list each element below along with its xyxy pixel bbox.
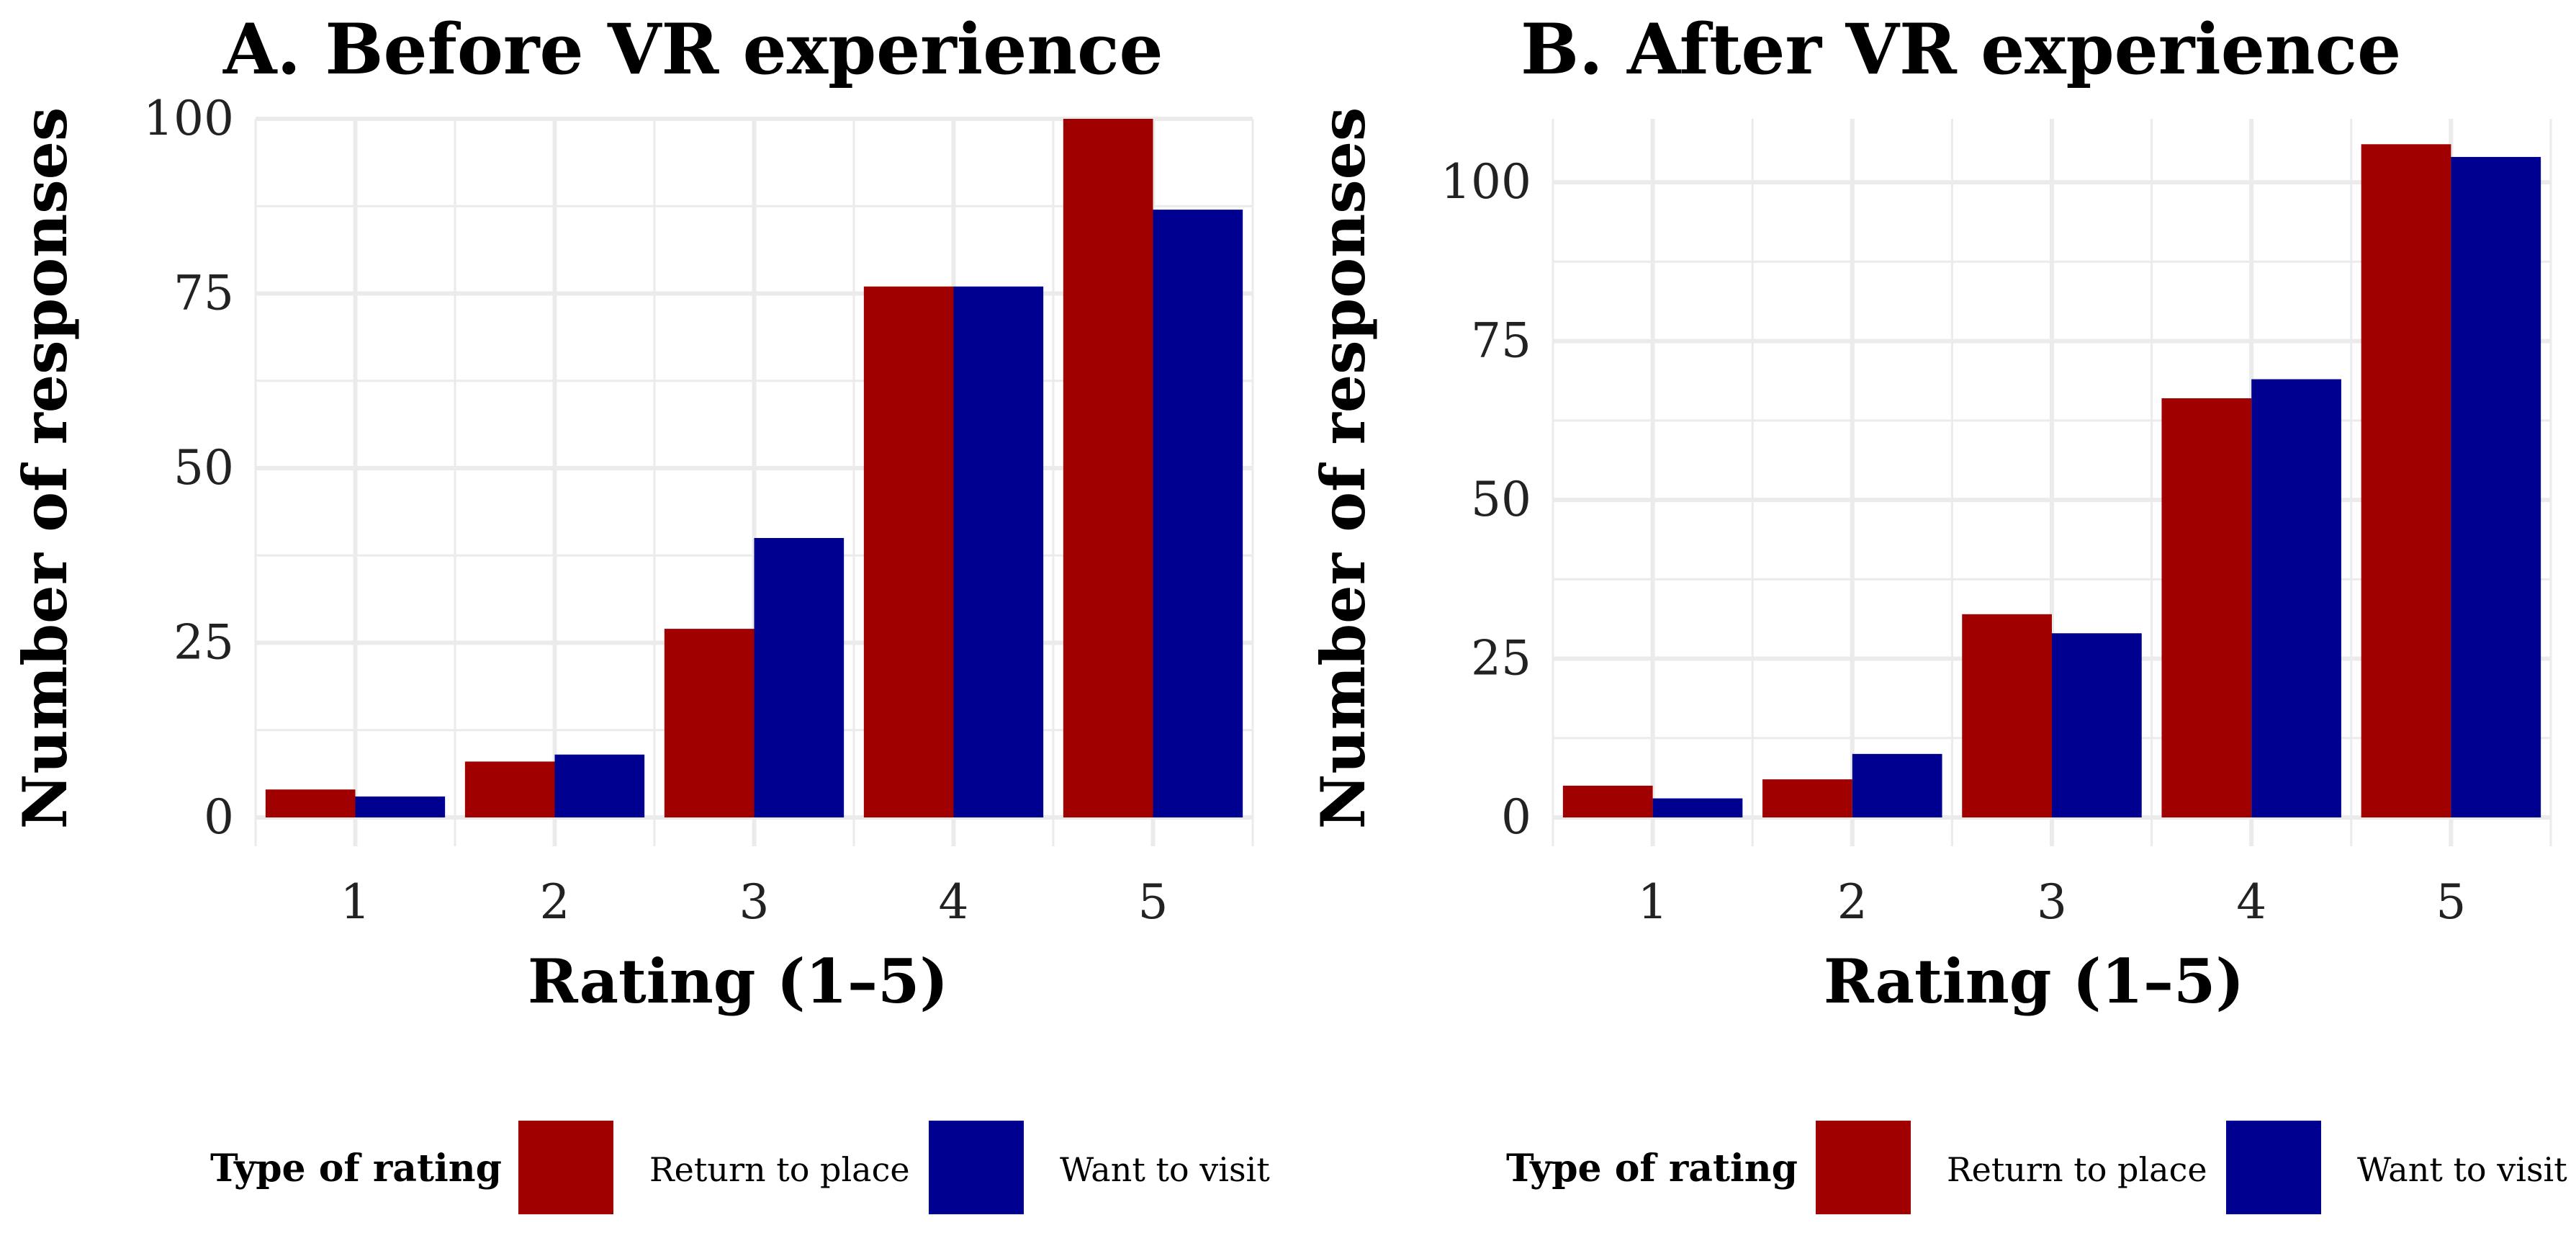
legend-swatch-visit-before: [929, 1121, 1024, 1214]
bar-after-return-2: [1762, 779, 1852, 817]
legend-label-visit-before: Want to visit: [1060, 1150, 1270, 1189]
y-tick-label-after: 50: [1471, 472, 1531, 527]
y-tick-label-after: 100: [1441, 154, 1531, 210]
x-tick-label-after: 5: [2436, 874, 2466, 930]
legend-title-after: Type of rating: [1506, 1147, 1798, 1191]
legend-swatch-return-after: [1816, 1121, 1911, 1214]
bar-before-return-3: [664, 629, 755, 817]
legend-title-before: Type of rating: [210, 1147, 502, 1191]
y-axis-title-before: Number of responses: [9, 107, 81, 830]
bar-before-visit-5: [1153, 210, 1243, 818]
x-tick-label-before: 4: [939, 874, 969, 930]
bar-after-return-1: [1562, 785, 1653, 817]
bars-before: [265, 119, 1243, 818]
y-ticks-after: 0 25 50 75 100: [1441, 154, 1531, 845]
bar-after-visit-5: [2451, 156, 2541, 818]
chart-title-before: A. Before VR experience: [222, 9, 1163, 90]
bar-before-visit-2: [554, 754, 645, 817]
x-axis-title-before: Rating (1–5): [528, 946, 948, 1017]
bar-after-return-4: [2161, 398, 2252, 817]
legend-after: Type of rating Return to place Want to v…: [1506, 1121, 2567, 1214]
y-tick-label-after: 0: [1501, 789, 1531, 845]
chart-title-after: B. After VR experience: [1521, 9, 2401, 90]
legend-label-return-before: Return to place: [649, 1150, 910, 1189]
x-tick-label-before: 5: [1138, 874, 1168, 930]
y-axis-title-after: Number of responses: [1307, 107, 1379, 830]
y-tick-label-after: 25: [1471, 631, 1531, 686]
x-tick-label-before: 1: [341, 874, 371, 930]
x-tick-label-after: 4: [2236, 874, 2266, 930]
bar-before-visit-3: [754, 538, 845, 817]
legend-label-return-after: Return to place: [1947, 1150, 2207, 1189]
chart-panel-before: 0 25 50 75 100 1 2 3 4 5 A. Before VR experience…: [9, 9, 1270, 1214]
legend-swatch-return-before: [518, 1121, 613, 1214]
legend-swatch-visit-after: [2226, 1121, 2321, 1214]
bar-after-visit-3: [2052, 633, 2142, 817]
y-tick-label-before: 75: [174, 266, 234, 321]
y-tick-label-before: 25: [174, 615, 234, 671]
x-tick-label-after: 1: [1638, 874, 1668, 930]
x-tick-label-before: 3: [739, 874, 770, 930]
legend-label-visit-after: Want to visit: [2357, 1150, 2567, 1189]
x-axis-title-after: Rating (1–5): [1824, 946, 2244, 1017]
bar-after-visit-2: [1852, 753, 1942, 817]
x-tick-label-after: 3: [2037, 874, 2067, 930]
bar-after-return-3: [1962, 614, 2052, 817]
bar-before-return-4: [863, 286, 954, 817]
y-tick-label-before: 50: [174, 440, 234, 496]
bar-after-visit-1: [1652, 798, 1743, 817]
bar-before-return-1: [265, 789, 356, 817]
y-tick-label-before: 100: [143, 91, 234, 146]
x-ticks-before: 1 2 3 4 5: [341, 874, 1168, 930]
y-tick-label-after: 75: [1471, 313, 1531, 369]
bar-after-visit-4: [2251, 379, 2341, 817]
bar-before-visit-4: [953, 286, 1044, 817]
bar-before-return-5: [1063, 119, 1153, 817]
bar-before-visit-1: [355, 796, 446, 817]
x-tick-label-before: 2: [540, 874, 570, 930]
x-ticks-after: 1 2 3 4 5: [1638, 874, 2467, 930]
y-tick-label-before: 0: [204, 789, 234, 845]
bar-after-return-5: [2361, 144, 2451, 818]
bars-after: [1562, 144, 2541, 818]
bar-before-return-2: [464, 761, 555, 817]
legend-before: Type of rating Return to place Want to v…: [210, 1121, 1270, 1214]
x-tick-label-after: 2: [1837, 874, 1868, 930]
y-ticks-before: 0 25 50 75 100: [143, 91, 234, 845]
